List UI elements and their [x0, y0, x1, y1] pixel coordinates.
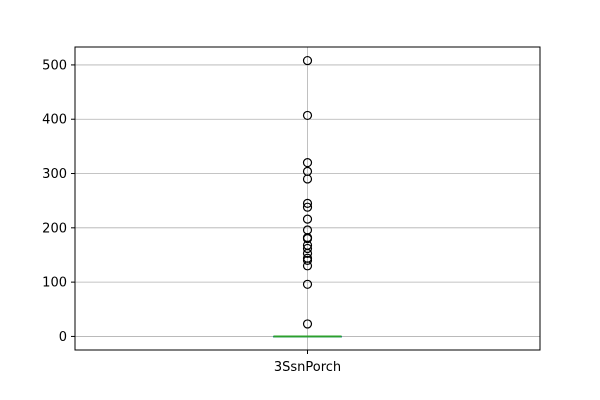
outlier-layer	[302, 55, 313, 329]
outlier-point	[302, 198, 313, 208]
outlier-point	[302, 55, 313, 66]
y-axis: 0 100 200 300 400 500	[42, 58, 75, 345]
outlier-point	[302, 319, 313, 329]
outlier-point	[302, 253, 313, 263]
outlier-point	[302, 214, 313, 224]
outlier-point	[302, 166, 313, 176]
y-tick-label: 0	[59, 330, 67, 345]
y-tick-label: 400	[42, 113, 67, 128]
y-tick-label: 200	[42, 221, 67, 236]
outlier-point	[302, 202, 313, 212]
y-tick-label: 100	[42, 276, 67, 291]
x-axis: 3SsnPorch	[274, 350, 341, 375]
y-tick-label: 500	[42, 58, 67, 73]
outlier-point	[302, 110, 313, 121]
x-tick-label: 3SsnPorch	[274, 360, 341, 375]
box-layer	[273, 335, 342, 338]
y-tick-label: 300	[42, 167, 67, 182]
outlier-point	[302, 225, 313, 235]
outlier-point	[302, 243, 313, 254]
outlier-point	[302, 279, 313, 289]
outlier-point	[302, 158, 313, 168]
